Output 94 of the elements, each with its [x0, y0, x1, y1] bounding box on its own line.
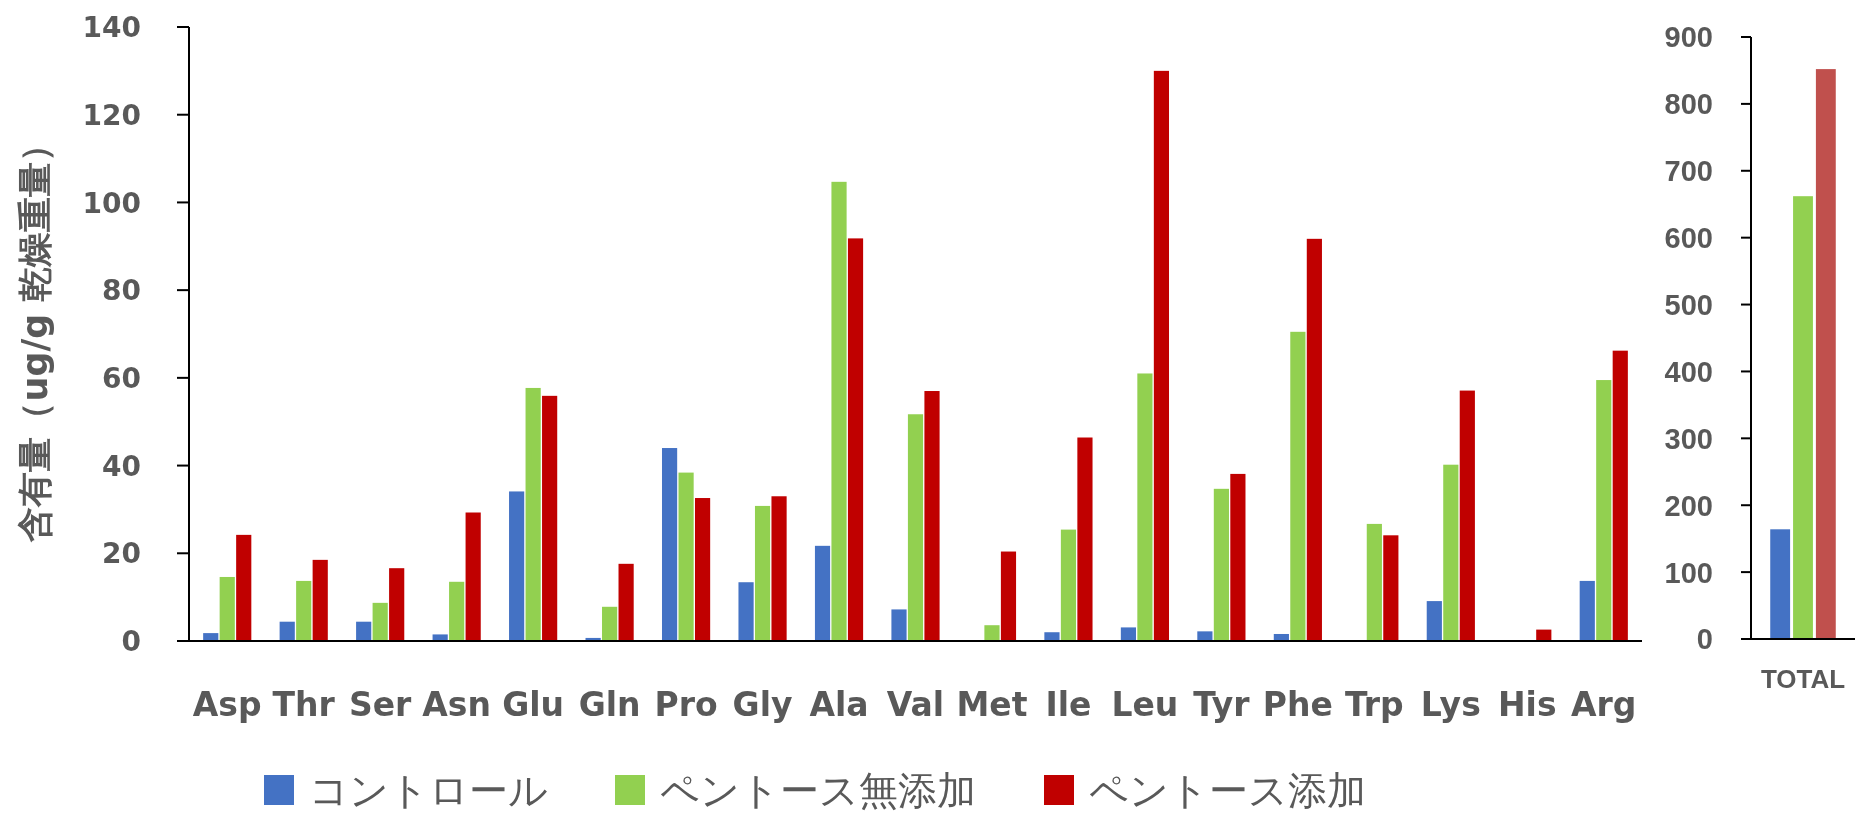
bar [814, 545, 831, 641]
y-tick-label: 80 [102, 274, 141, 308]
bar [1060, 529, 1077, 641]
bar [389, 568, 405, 641]
y-tick-label: 40 [102, 449, 141, 483]
y-tick-label: 500 [1664, 289, 1713, 321]
bar [465, 512, 481, 641]
y-tick-label: 400 [1664, 355, 1713, 388]
x-tick-label: Ser [348, 685, 413, 724]
bar [1459, 390, 1475, 641]
bar [1077, 437, 1093, 641]
bar [279, 621, 295, 641]
legend-label: コントロール [309, 768, 548, 814]
x-tick-label: Asp [192, 685, 262, 724]
bar [1137, 373, 1153, 641]
bar [1197, 631, 1213, 641]
x-tick-label: Glu [502, 685, 565, 724]
x-tick-label: Met [956, 685, 1028, 724]
bar [618, 563, 634, 641]
y-tick-label: 100 [82, 186, 141, 220]
bar [924, 391, 940, 641]
bar [771, 496, 787, 641]
bar [678, 472, 694, 641]
y-tick-label: 140 [82, 11, 141, 45]
bar [542, 395, 558, 641]
bar [1120, 627, 1137, 641]
y-tick-label: 60 [102, 361, 141, 395]
bar [1044, 632, 1060, 641]
y-axis-title: 含有量（ug/g 乾燥重量） [14, 126, 55, 543]
bar [1815, 69, 1836, 639]
x-tick-label: Thr [272, 685, 336, 724]
y-tick-label: 800 [1664, 88, 1713, 121]
bar [525, 387, 541, 641]
bar [1153, 70, 1170, 641]
bar [1793, 196, 1813, 639]
bar [432, 634, 448, 641]
bar [356, 621, 372, 641]
bar [509, 491, 525, 641]
bar [236, 534, 252, 641]
y-tick-label: 900 [1664, 21, 1713, 54]
y-tick-label: 600 [1664, 222, 1713, 255]
y-tick-label: 700 [1664, 155, 1713, 188]
x-tick-label: Arg [1571, 685, 1637, 724]
bar [891, 609, 907, 641]
x-tick-label: Gln [578, 685, 641, 724]
bar [1290, 331, 1306, 641]
y-tick-label: 0 [121, 625, 141, 659]
bar [1443, 464, 1459, 641]
bar [1383, 535, 1399, 641]
bar [372, 602, 388, 641]
bar [219, 576, 235, 641]
bar [754, 505, 771, 641]
bar [602, 606, 618, 641]
bar [312, 559, 328, 641]
y-tick-label: 20 [102, 537, 141, 571]
bar [1770, 529, 1791, 639]
bar [1230, 473, 1246, 641]
bar [694, 498, 711, 641]
y-tick-label: 300 [1664, 422, 1713, 455]
bar [1213, 488, 1229, 641]
bar [296, 580, 312, 641]
bar [984, 625, 1000, 641]
bar [847, 238, 864, 641]
x-tick-label: TOTAL [1760, 664, 1846, 694]
bar [1596, 380, 1612, 641]
y-tick-label: 200 [1664, 489, 1713, 522]
bar [831, 181, 847, 641]
x-tick-label: Val [886, 685, 945, 724]
x-tick-label: Phe [1262, 685, 1333, 724]
x-tick-label: Ile [1045, 685, 1092, 724]
bar [1366, 523, 1382, 641]
y-tick-label: 120 [82, 98, 141, 132]
bar [907, 414, 924, 641]
bar [738, 582, 754, 641]
x-tick-label: Tyr [1193, 685, 1251, 724]
y-tick-label: 0 [1696, 623, 1713, 656]
x-tick-label: Ala [809, 685, 869, 724]
x-tick-label: His [1498, 685, 1557, 724]
bar [449, 581, 465, 641]
legend-label: ペントース添加 [1089, 768, 1366, 814]
bar [1426, 601, 1442, 641]
bar [1612, 350, 1628, 641]
x-tick-label: Lys [1420, 685, 1481, 724]
x-tick-label: Gly [732, 685, 793, 724]
bar [661, 448, 678, 641]
bar [1579, 580, 1595, 641]
x-tick-label: Asn [422, 685, 491, 724]
y-tick-label: 100 [1664, 556, 1713, 589]
legend-label: ペントース無添加 [660, 768, 976, 814]
bar [1000, 551, 1017, 641]
bar [1306, 238, 1322, 641]
x-tick-label: Trp [1344, 685, 1404, 724]
x-tick-label: Leu [1111, 685, 1179, 724]
x-tick-label: Pro [654, 685, 718, 724]
